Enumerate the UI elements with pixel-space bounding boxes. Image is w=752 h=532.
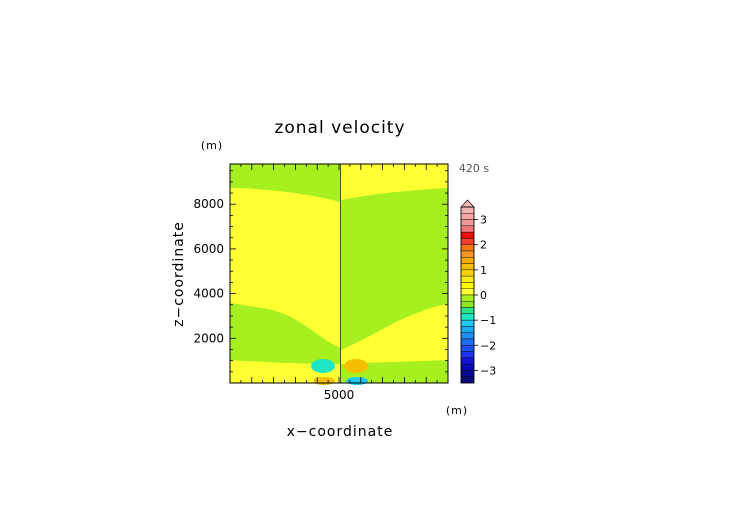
axis-ticks bbox=[230, 164, 448, 383]
colorbar-level bbox=[460, 263, 475, 271]
y-tick-label: 4000 bbox=[193, 287, 224, 301]
colorbar-level bbox=[460, 282, 475, 289]
colorbar-level bbox=[460, 313, 475, 321]
y-axis-label: z−coordinate bbox=[171, 221, 187, 327]
colorbar-tick-label: −2 bbox=[480, 339, 496, 352]
colorbar-level bbox=[460, 370, 475, 377]
colorbar-level bbox=[460, 269, 475, 277]
colorbar-tick-label: 3 bbox=[480, 214, 487, 227]
colorbar-level bbox=[460, 244, 475, 252]
colorbar-tick-label: 1 bbox=[480, 264, 487, 277]
colorbar-level bbox=[460, 231, 475, 239]
upper-left-positive-region bbox=[230, 188, 340, 348]
colorbar-level bbox=[460, 206, 475, 214]
plot-area bbox=[229, 163, 449, 385]
colorbar-level bbox=[460, 357, 475, 365]
colorbar-level bbox=[460, 345, 475, 352]
colorbar-tick-label: 2 bbox=[480, 239, 487, 252]
colorbar-level bbox=[460, 301, 475, 308]
colorbar-tick-label: 0 bbox=[480, 289, 487, 302]
x-unit-label: (m) bbox=[446, 404, 468, 417]
colorbar-level bbox=[460, 225, 475, 233]
colorbar-level bbox=[460, 376, 475, 384]
colorbar-level bbox=[460, 257, 475, 264]
colorbar-level bbox=[460, 219, 475, 227]
negative-core-bottom-right bbox=[346, 377, 368, 385]
negative-core-left bbox=[311, 359, 335, 373]
y-tick-labels: 2000 4000 6000 8000 bbox=[193, 197, 224, 345]
colorbar-level bbox=[460, 275, 475, 283]
positive-core-bottom-left bbox=[313, 377, 335, 385]
lower-right-bottom-negative-strip bbox=[341, 370, 448, 383]
colorbar-level bbox=[460, 288, 475, 296]
colorbar-level bbox=[460, 319, 475, 327]
colorbar-level bbox=[460, 238, 475, 245]
x-tick-labels: 5000 bbox=[324, 388, 355, 402]
chart-title: zonal velocity bbox=[274, 118, 405, 138]
x-axis-label: x−coordinate bbox=[287, 424, 394, 440]
colorbar-level bbox=[460, 213, 475, 220]
y-tick-label: 2000 bbox=[193, 331, 224, 345]
colorbar-level bbox=[460, 363, 475, 371]
colorbar-level bbox=[460, 332, 475, 340]
colorbar-level bbox=[460, 250, 475, 258]
lower-right-positive-region bbox=[341, 304, 448, 364]
y-unit-label: (m) bbox=[201, 139, 223, 152]
colorbar-level bbox=[460, 326, 475, 333]
y-tick-label: 6000 bbox=[193, 242, 224, 256]
colorbar-tick-label: −3 bbox=[480, 364, 496, 377]
positive-core-right bbox=[344, 359, 368, 373]
time-label: 420 s bbox=[459, 162, 489, 175]
y-tick-label: 8000 bbox=[193, 197, 224, 211]
upper-right-positive-region bbox=[341, 164, 448, 200]
colorbar: 3 2 1 0 −1 −2 −3 bbox=[460, 199, 496, 384]
colorbar-level bbox=[460, 294, 475, 302]
colorbar-level bbox=[460, 307, 475, 315]
colorbar-extend-arrow bbox=[460, 199, 475, 208]
x-tick-label: 5000 bbox=[324, 388, 355, 402]
colorbar-level bbox=[460, 351, 475, 359]
colorbar-tick-label: −1 bbox=[480, 314, 496, 327]
colorbar-level bbox=[460, 338, 475, 346]
